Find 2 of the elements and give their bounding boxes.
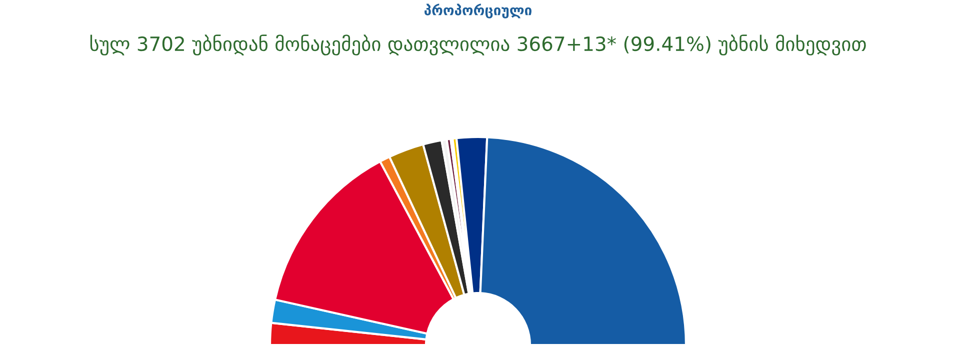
chart-subtitle: სულ 3702 უბნიდან მონაცემები დათვლილია 3667+13* (99.41%) უბნის მიხედვით: [90, 34, 866, 56]
chart-title: პროპორციული: [424, 4, 532, 18]
